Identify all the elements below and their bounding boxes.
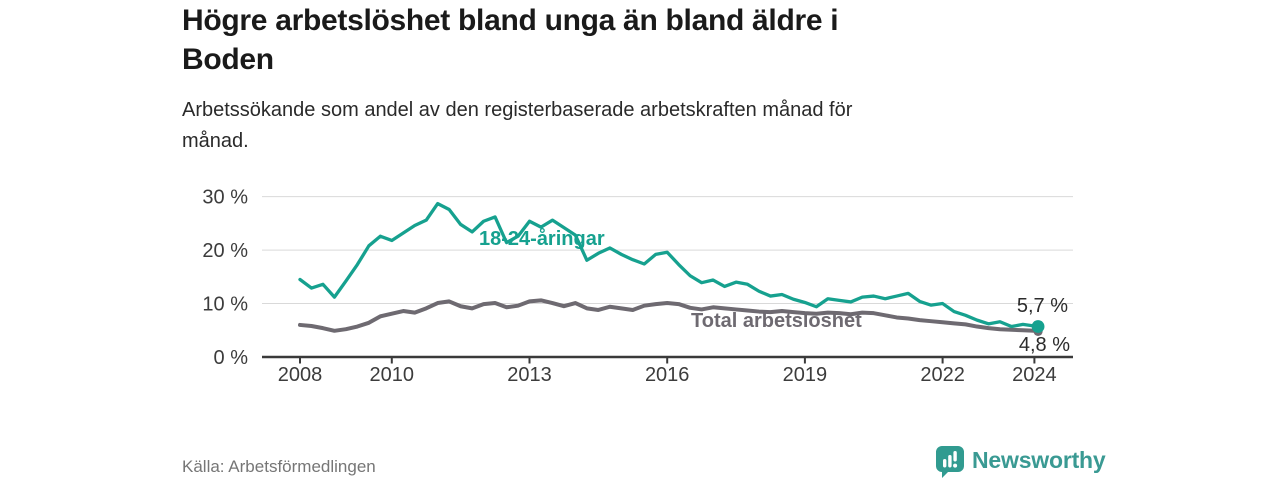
x-tick-label: 2016 bbox=[645, 364, 690, 386]
series-line-youth bbox=[298, 201, 1040, 329]
brand-name: Newsworthy bbox=[972, 447, 1106, 473]
y-tick-label: 10 % bbox=[202, 294, 248, 316]
chart-title-line1: Högre arbetslöshet bland unga än bland ä… bbox=[182, 4, 839, 37]
x-tick-label: 2022 bbox=[920, 364, 965, 386]
y-tick-label: 20 % bbox=[202, 240, 248, 262]
brand-logo: Newsworthy bbox=[935, 445, 1106, 478]
chart-title: Högre arbetslöshet bland unga än bland ä… bbox=[182, 1, 1082, 79]
newsworthy-badge-icon bbox=[936, 446, 964, 478]
chart-subtitle-line1: Arbetssökande som andel av den registerb… bbox=[182, 99, 853, 121]
end-value-label-youth: 5,7 % bbox=[1016, 295, 1068, 317]
end-value-label-total: 4,8 % bbox=[1018, 334, 1070, 356]
x-tick-label: 2008 bbox=[278, 364, 323, 386]
x-tick-label: 2013 bbox=[507, 364, 552, 386]
source-attribution: Källa: Arbetsförmedlingen bbox=[182, 457, 376, 476]
series-line-total bbox=[298, 298, 1041, 334]
chart-title-line2: Boden bbox=[182, 43, 274, 76]
end-dot-youth bbox=[1031, 320, 1045, 333]
y-tick-label: 30 % bbox=[202, 187, 248, 209]
chart-subtitle: Arbetssökande som andel av den registerb… bbox=[182, 95, 1062, 157]
chart-subtitle-line2: månad. bbox=[182, 130, 249, 152]
x-tick-label: 2024 bbox=[1012, 364, 1057, 386]
series-label-youth: 18-24-åringar bbox=[479, 228, 605, 250]
x-tick-label: 2010 bbox=[370, 364, 415, 386]
y-tick-label: 0 % bbox=[214, 347, 249, 369]
x-tick-label: 2019 bbox=[783, 364, 828, 386]
series-label-total: Total arbetslöshet bbox=[691, 310, 862, 332]
